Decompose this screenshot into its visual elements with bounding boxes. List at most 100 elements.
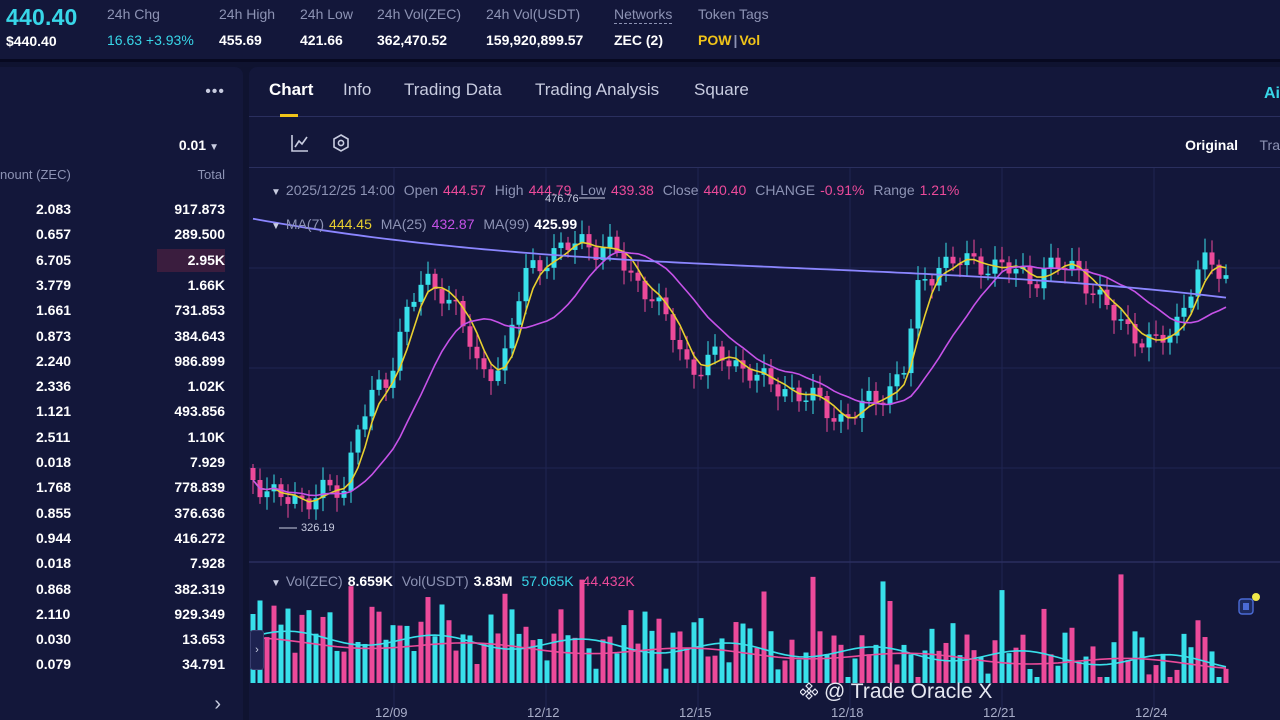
candle-body bbox=[936, 267, 942, 286]
order-book-row[interactable]: 3.779 1.66K bbox=[0, 273, 243, 298]
collapse-caret-icon[interactable]: ▼ bbox=[271, 187, 281, 198]
order-book-row[interactable]: 1.121 493.856 bbox=[0, 399, 243, 424]
tab-chart[interactable]: Chart bbox=[269, 80, 314, 99]
collapse-caret-icon[interactable]: ▼ bbox=[271, 578, 281, 589]
order-book-row[interactable]: 1.768 778.839 bbox=[0, 475, 243, 500]
candle-body bbox=[320, 479, 326, 499]
candle-body bbox=[1041, 268, 1047, 289]
view-original-button[interactable]: Original bbox=[1185, 137, 1238, 153]
tab-square[interactable]: Square bbox=[694, 80, 749, 99]
volume-bar bbox=[614, 653, 620, 683]
order-book-row[interactable]: 0.018 7.928 bbox=[0, 551, 243, 576]
order-book-row[interactable]: 0.018 7.929 bbox=[0, 450, 243, 475]
settings-hex-icon[interactable] bbox=[330, 132, 352, 154]
candle-body bbox=[586, 234, 592, 248]
candle-body bbox=[1118, 319, 1124, 321]
tag-vol[interactable]: Vol bbox=[739, 32, 761, 48]
order-book-row[interactable]: 0.855 376.636 bbox=[0, 501, 243, 526]
order-book-row[interactable]: 0.079 34.791 bbox=[0, 652, 243, 677]
candle-body bbox=[1027, 267, 1033, 285]
tab-trading-data[interactable]: Trading Data bbox=[404, 80, 502, 99]
row-amount: 1.768 bbox=[36, 479, 72, 496]
volume-bar bbox=[1034, 677, 1040, 683]
volume-bar bbox=[943, 642, 949, 683]
order-book-row[interactable]: 0.030 13.653 bbox=[0, 627, 243, 652]
order-book-row[interactable]: 0.944 416.272 bbox=[0, 526, 243, 551]
stat-24h-vol-zec: 24h Vol(ZEC) 362,470.52 bbox=[377, 6, 461, 48]
order-book-row[interactable]: 2.511 1.10K bbox=[0, 425, 243, 450]
tab-info[interactable]: Info bbox=[343, 80, 372, 99]
more-options-icon[interactable]: ••• bbox=[205, 83, 225, 100]
tag-pow[interactable]: POW bbox=[698, 32, 732, 48]
candle-body bbox=[789, 387, 795, 390]
candle-body bbox=[1174, 316, 1180, 336]
volume-panel-expand-handle[interactable]: › bbox=[250, 630, 264, 670]
order-book-row[interactable]: 2.083 917.873 bbox=[0, 197, 243, 222]
volume-bar bbox=[691, 622, 697, 683]
chevron-right-icon[interactable]: › bbox=[214, 693, 221, 715]
candle-body bbox=[523, 267, 529, 302]
volume-bar bbox=[985, 673, 991, 683]
stat-label: 24h Vol(USDT) bbox=[486, 6, 581, 22]
candlestick-chart[interactable] bbox=[249, 168, 1280, 720]
candle-body bbox=[677, 339, 683, 350]
ticker-bar: 440.40 $440.40 24h Chg 16.63 +3.93% 24h … bbox=[0, 0, 1280, 62]
order-book-row[interactable]: 0.873 384.643 bbox=[0, 324, 243, 349]
row-total: 382.319 bbox=[174, 580, 225, 597]
candle-body bbox=[341, 490, 347, 498]
collapse-caret-icon[interactable]: ▼ bbox=[271, 221, 281, 232]
volume-bar bbox=[292, 652, 298, 683]
volume-bar bbox=[1083, 656, 1089, 683]
volume-bar bbox=[684, 647, 690, 683]
stat-label[interactable]: Networks bbox=[614, 6, 673, 24]
candle-body bbox=[1076, 260, 1082, 269]
candle-body bbox=[1195, 269, 1201, 297]
chart-panel: Chart Info Trading Data Trading Analysis… bbox=[249, 67, 1280, 720]
volume-bar bbox=[880, 581, 886, 683]
precision-select[interactable]: 0.01 ▼ bbox=[179, 137, 219, 153]
candle-body bbox=[1132, 324, 1138, 344]
stat-token-tags: Token Tags POW | Vol bbox=[698, 6, 769, 48]
row-total: 7.928 bbox=[189, 555, 225, 572]
volume-bar bbox=[754, 647, 760, 683]
order-book-row[interactable]: 2.240 986.899 bbox=[0, 349, 243, 374]
ai-badge[interactable]: Ai bbox=[1264, 85, 1280, 102]
candle-body bbox=[453, 299, 459, 302]
volume-bar bbox=[341, 651, 347, 683]
ma7-line bbox=[252, 241, 1227, 503]
volume-bar bbox=[761, 591, 767, 683]
volume-bar bbox=[642, 611, 648, 683]
candle-body bbox=[663, 297, 669, 315]
column-header-amount: nount (ZEC) bbox=[0, 167, 71, 182]
indicator-icon[interactable] bbox=[289, 132, 311, 154]
order-book-row[interactable]: 0.657 289.500 bbox=[0, 222, 243, 247]
view-tradingview-button[interactable]: Tra bbox=[1259, 137, 1280, 153]
volume-bar bbox=[446, 620, 452, 683]
order-book-row[interactable]: 6.705 2.95K bbox=[0, 248, 243, 273]
volume-bar bbox=[1139, 637, 1145, 683]
candle-body bbox=[411, 301, 417, 307]
volume-bar bbox=[495, 633, 501, 683]
order-book-row[interactable]: 0.868 382.319 bbox=[0, 577, 243, 602]
candle-body bbox=[313, 498, 319, 510]
tab-trading-analysis[interactable]: Trading Analysis bbox=[535, 80, 660, 99]
candle-body bbox=[971, 253, 977, 257]
stat-value: 16.63 +3.93% bbox=[107, 32, 194, 48]
candle-body bbox=[474, 346, 480, 359]
ma-readout: ▼ MA(7) 444.45 MA(25) 432.87 MA(99) 425.99 bbox=[271, 216, 582, 232]
ma99-line bbox=[252, 217, 1227, 299]
volume-bar bbox=[1020, 634, 1026, 683]
order-book-row[interactable]: 2.336 1.02K bbox=[0, 374, 243, 399]
volume-bar bbox=[299, 614, 305, 683]
candle-body bbox=[901, 373, 907, 375]
notification-bell-icon[interactable] bbox=[1235, 592, 1261, 618]
volume-bar bbox=[390, 625, 396, 683]
order-book-row[interactable]: 2.110 929.349 bbox=[0, 602, 243, 627]
stat-networks[interactable]: Networks ZEC (2) bbox=[614, 6, 673, 48]
candle-body bbox=[397, 331, 403, 371]
candle-body bbox=[929, 279, 935, 286]
order-book-row[interactable]: 1.661 731.853 bbox=[0, 298, 243, 323]
stat-24h-vol-usdt: 24h Vol(USDT) 159,920,899.57 bbox=[486, 6, 583, 48]
row-total: 376.636 bbox=[174, 504, 225, 521]
volume-bar bbox=[572, 637, 578, 683]
